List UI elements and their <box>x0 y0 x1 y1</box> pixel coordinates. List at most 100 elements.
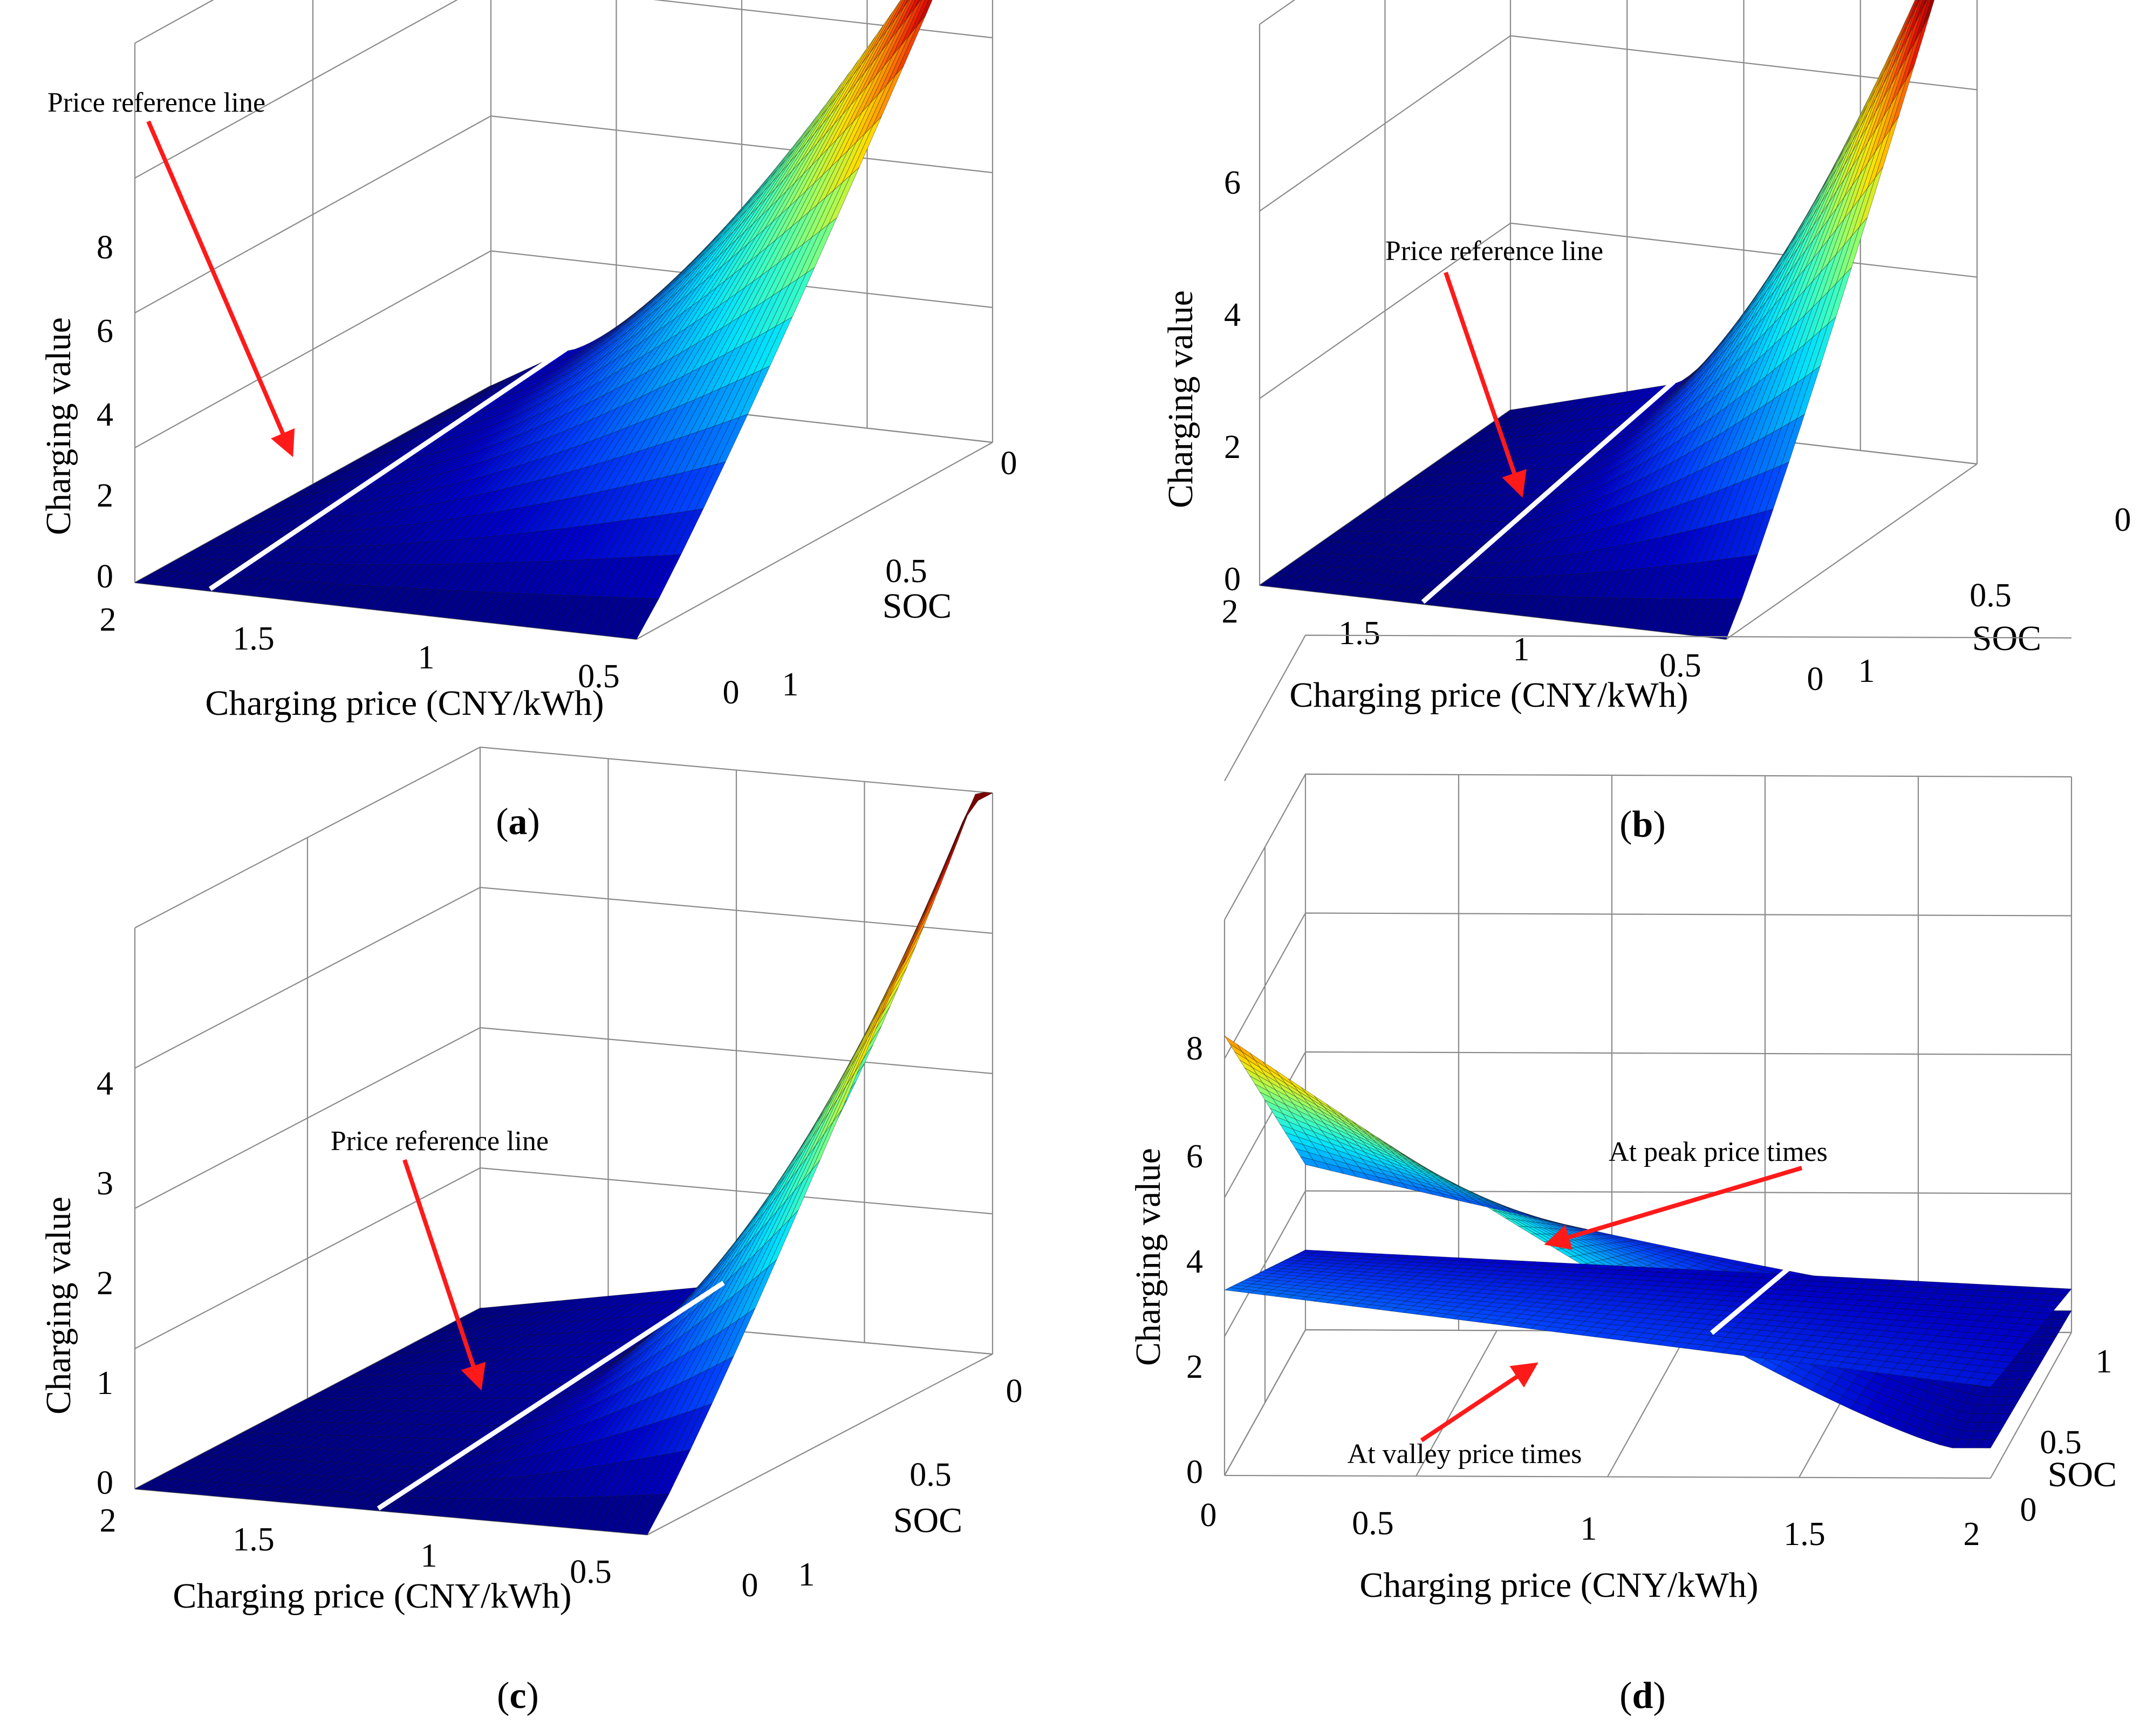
z-tick-label: 4 <box>97 397 113 433</box>
x-tick-label: 1.5 <box>1338 615 1380 652</box>
z-tick-label: 0 <box>1186 1454 1203 1491</box>
z-axis-label: Charging value <box>39 317 78 535</box>
y-tick-label: 1 <box>782 666 799 703</box>
x-axis-label: Charging price (CNY/kWh) <box>173 1576 571 1616</box>
y-axis-label: SOC <box>893 1501 962 1540</box>
grid-line <box>1259 222 1978 399</box>
x-axis-label: Charging price (CNY/kWh) <box>1289 675 1688 715</box>
x-tick-label: 0 <box>723 674 740 711</box>
x-tick-label: 1.5 <box>233 1521 275 1558</box>
z-axis-label: Charging value <box>39 1197 78 1414</box>
annotation-arrow <box>1420 1362 1538 1443</box>
z-axis-label: Charging value <box>1161 290 1200 508</box>
z-tick-label: 2 <box>97 1265 113 1302</box>
y-axis-label: SOC <box>1972 619 2041 658</box>
surface-b <box>1259 0 1934 640</box>
z-tick-label: 2 <box>1224 429 1241 466</box>
x-tick-label: 0 <box>742 1567 758 1604</box>
x-tick-label: 2 <box>100 1502 117 1539</box>
annotation-arrow <box>146 120 295 457</box>
x-tick-label: 0.5 <box>1352 1505 1394 1542</box>
y-tick-label: 1 <box>1858 653 1875 689</box>
surface-a-patch <box>627 598 659 640</box>
panel-caption: (b) <box>1619 804 1666 845</box>
grid-line <box>1607 1330 1689 1478</box>
z-tick-label: 8 <box>97 229 113 266</box>
x-tick-label: 0 <box>1200 1497 1217 1534</box>
z-tick-label: 0 <box>97 558 113 595</box>
z-tick-label: 1 <box>97 1365 113 1402</box>
surface-c-patch <box>867 973 898 1038</box>
caption-letter: d <box>1632 1675 1653 1717</box>
grid-line <box>1259 0 1296 25</box>
surface-d <box>1223 1035 2072 1448</box>
panel-caption: (c) <box>497 1675 539 1717</box>
grid-line <box>1726 463 1978 640</box>
z-tick-label: 2 <box>97 477 113 514</box>
y-tick-label: 0.5 <box>910 1457 952 1493</box>
panel-caption: (d) <box>1619 1675 1666 1717</box>
z-tick-label: 4 <box>1224 297 1241 333</box>
annotation-label: Price reference line <box>47 87 265 118</box>
y-tick-label: 0 <box>1006 1373 1023 1410</box>
grid-line <box>636 442 993 640</box>
x-tick-label: 1.5 <box>233 620 275 657</box>
x-tick-label: 1 <box>1513 631 1530 668</box>
panel-c: 0 1 2 3 4 2 1.5 1 0.5 0 1 0.5 0 Charging price (CNY/k… <box>39 746 1023 1717</box>
y-tick-label: 0.5 <box>1970 577 2012 614</box>
y-tick-label: 0 <box>2020 1492 2037 1528</box>
reference-line <box>208 347 568 591</box>
x-tick-label: 1 <box>421 1537 437 1574</box>
grid-line <box>134 0 993 179</box>
grid-line <box>1224 773 2072 920</box>
x-axis-label: Charging price (CNY/kWh) <box>205 684 604 723</box>
x-tick-label: 0.5 <box>570 1554 612 1590</box>
z-tick-label: 6 <box>97 313 113 350</box>
z-tick-label: 8 <box>1186 1030 1203 1067</box>
surface-c-patch <box>845 1023 877 1086</box>
x-tick-label: 0.5 <box>578 658 620 695</box>
z-tick-label: 6 <box>1186 1138 1203 1175</box>
panel-caption: (a) <box>496 801 540 843</box>
surface-a <box>134 0 933 640</box>
surface-c-patch <box>919 852 950 924</box>
surface-c-patch <box>859 989 890 1053</box>
surface-c-patch <box>894 925 925 985</box>
surface-c-patch <box>876 956 907 1023</box>
surface-c-patch <box>888 923 920 990</box>
annotation-label: Price reference line <box>331 1126 549 1157</box>
annotation-arrow <box>1544 1166 1803 1250</box>
x-tick-label: 1 <box>1581 1511 1597 1547</box>
z-tick-label: 6 <box>1224 165 1241 201</box>
z-tick-label: 0 <box>97 1465 113 1501</box>
y-axis-label: SOC <box>883 586 952 626</box>
z-tick-label: 4 <box>97 1065 113 1102</box>
surface-c-patch <box>911 883 942 946</box>
y-tick-label: 0 <box>1001 445 1017 482</box>
x-tick-label: 2 <box>1964 1516 1980 1553</box>
caption-letter: a <box>509 801 528 843</box>
y-tick-label: 1 <box>2096 1343 2112 1380</box>
z-tick-label: 2 <box>1186 1349 1203 1385</box>
y-tick-label: 1 <box>798 1556 815 1593</box>
y-axis-label: SOC <box>2048 1455 2117 1494</box>
annotation-label: At peak price times <box>1609 1137 1828 1167</box>
z-tick-label: 4 <box>1186 1243 1203 1280</box>
z-axis-label: Charging value <box>1129 1148 1168 1366</box>
annotation-label: Price reference line <box>1385 236 1603 266</box>
surface-c-patch <box>897 905 928 974</box>
z-tick-label: 0 <box>1224 561 1241 598</box>
x-tick-label: 2 <box>1222 593 1239 630</box>
annotation-label: At valley price times <box>1348 1439 1582 1470</box>
grid-line <box>134 0 214 44</box>
surface-c-patch <box>837 1038 868 1099</box>
y-tick-label: 0 <box>2115 502 2131 538</box>
surface-c-patch <box>902 904 933 966</box>
caption-letter: b <box>1632 804 1653 845</box>
z-tick-label: 3 <box>97 1165 113 1202</box>
